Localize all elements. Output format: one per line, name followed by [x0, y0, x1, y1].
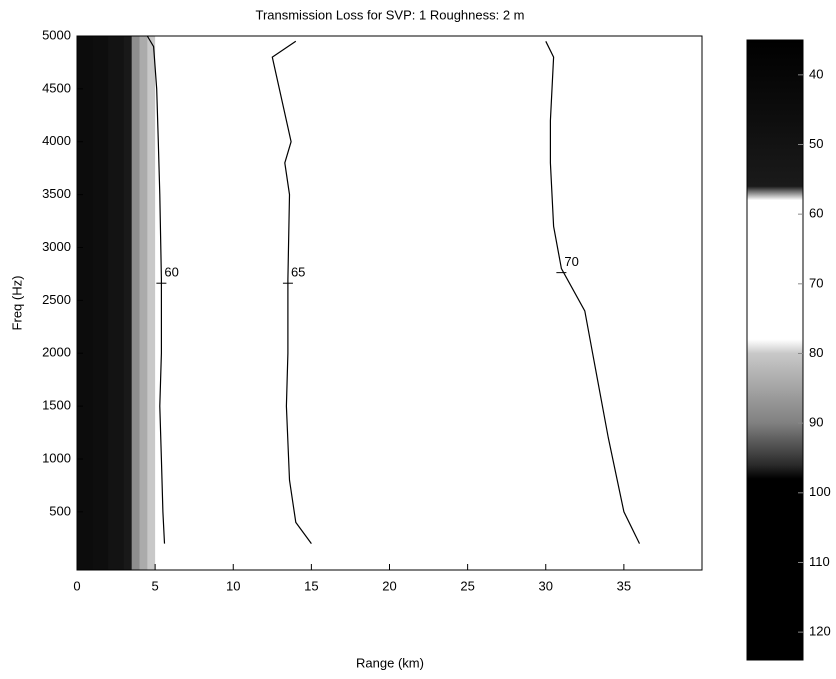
colorbar-tick-label: 50	[809, 136, 823, 151]
x-tick-label: 10	[226, 578, 240, 593]
field-cell	[139, 36, 148, 570]
x-axis-label: Range (km)	[356, 655, 424, 670]
field-cell	[77, 36, 94, 570]
contour-label: 65	[291, 265, 305, 280]
contour-line	[545, 41, 641, 544]
field-cell	[92, 36, 109, 570]
chart-title: Transmission Loss for SVP: 1 Roughness: …	[255, 7, 524, 22]
x-tick-label: 30	[539, 578, 553, 593]
colorbar-tick-label: 40	[809, 66, 823, 81]
y-tick-label: 2500	[42, 292, 71, 307]
colorbar-tick-label: 110	[809, 554, 830, 569]
y-axis-label: Freq (Hz)	[9, 276, 24, 331]
contour-label: 70	[564, 254, 578, 269]
colorbar-tick-label: 100	[809, 484, 831, 499]
y-tick-label: 500	[49, 503, 71, 518]
field-cell	[108, 36, 125, 570]
x-tick-label: 20	[382, 578, 396, 593]
colorbar-tick-label: 80	[809, 345, 823, 360]
colorbar-tick-label: 120	[809, 624, 831, 639]
contour-label: 60	[164, 265, 178, 280]
field-cell	[155, 36, 703, 570]
contour-line	[271, 40, 312, 544]
colorbar	[746, 39, 804, 661]
contour-line	[146, 35, 166, 544]
x-tick-label: 15	[304, 578, 318, 593]
field-cell	[147, 36, 156, 570]
colorbar-tick-label: 90	[809, 415, 823, 430]
field-cell	[123, 36, 133, 570]
y-tick-label: 3500	[42, 186, 71, 201]
y-tick-label: 4000	[42, 133, 71, 148]
y-tick-label: 4500	[42, 80, 71, 95]
x-tick-label: 0	[73, 578, 80, 593]
colorbar-tick-label: 70	[809, 275, 823, 290]
y-tick-label: 3000	[42, 239, 71, 254]
y-tick-label: 1000	[42, 450, 71, 465]
x-tick-label: 5	[152, 578, 159, 593]
colorbar-tick-label: 60	[809, 206, 823, 221]
x-tick-label: 25	[460, 578, 474, 593]
field-cell	[131, 36, 140, 570]
x-tick-label: 35	[617, 578, 631, 593]
plot-area: 60 65 70	[77, 35, 703, 570]
y-tick-label: 5000	[42, 27, 71, 42]
y-tick-label: 2000	[42, 345, 71, 360]
y-tick-label: 1500	[42, 398, 71, 413]
